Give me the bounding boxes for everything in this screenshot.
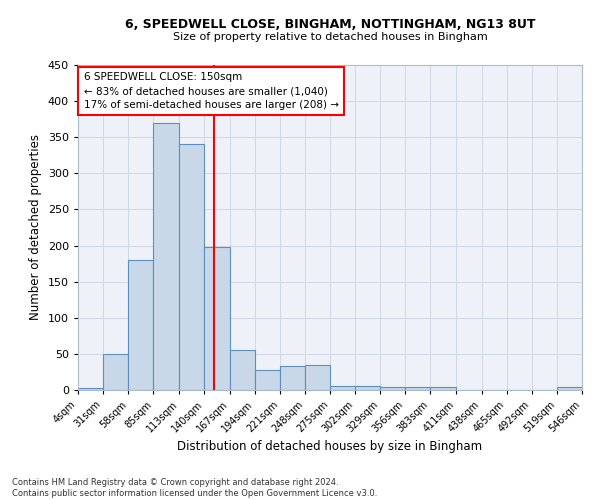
Bar — [305, 364, 330, 390]
Y-axis label: Number of detached properties: Number of detached properties — [29, 134, 42, 320]
Bar — [406, 387, 430, 390]
Bar — [154, 123, 179, 390]
Bar — [179, 144, 205, 390]
Bar — [430, 387, 457, 390]
X-axis label: Distribution of detached houses by size in Bingham: Distribution of detached houses by size … — [178, 440, 482, 452]
Bar — [254, 370, 280, 390]
Bar — [78, 388, 103, 390]
Bar — [280, 366, 305, 390]
Bar — [128, 260, 154, 390]
Bar — [103, 354, 128, 390]
Bar — [205, 247, 230, 390]
Bar — [355, 386, 380, 390]
Bar — [380, 387, 406, 390]
Text: 6 SPEEDWELL CLOSE: 150sqm
← 83% of detached houses are smaller (1,040)
17% of se: 6 SPEEDWELL CLOSE: 150sqm ← 83% of detac… — [83, 72, 338, 110]
Text: Contains HM Land Registry data © Crown copyright and database right 2024.
Contai: Contains HM Land Registry data © Crown c… — [12, 478, 377, 498]
Bar — [330, 386, 355, 390]
Bar — [230, 350, 254, 390]
Bar — [557, 387, 582, 390]
Text: Size of property relative to detached houses in Bingham: Size of property relative to detached ho… — [173, 32, 487, 42]
Text: 6, SPEEDWELL CLOSE, BINGHAM, NOTTINGHAM, NG13 8UT: 6, SPEEDWELL CLOSE, BINGHAM, NOTTINGHAM,… — [125, 18, 535, 30]
